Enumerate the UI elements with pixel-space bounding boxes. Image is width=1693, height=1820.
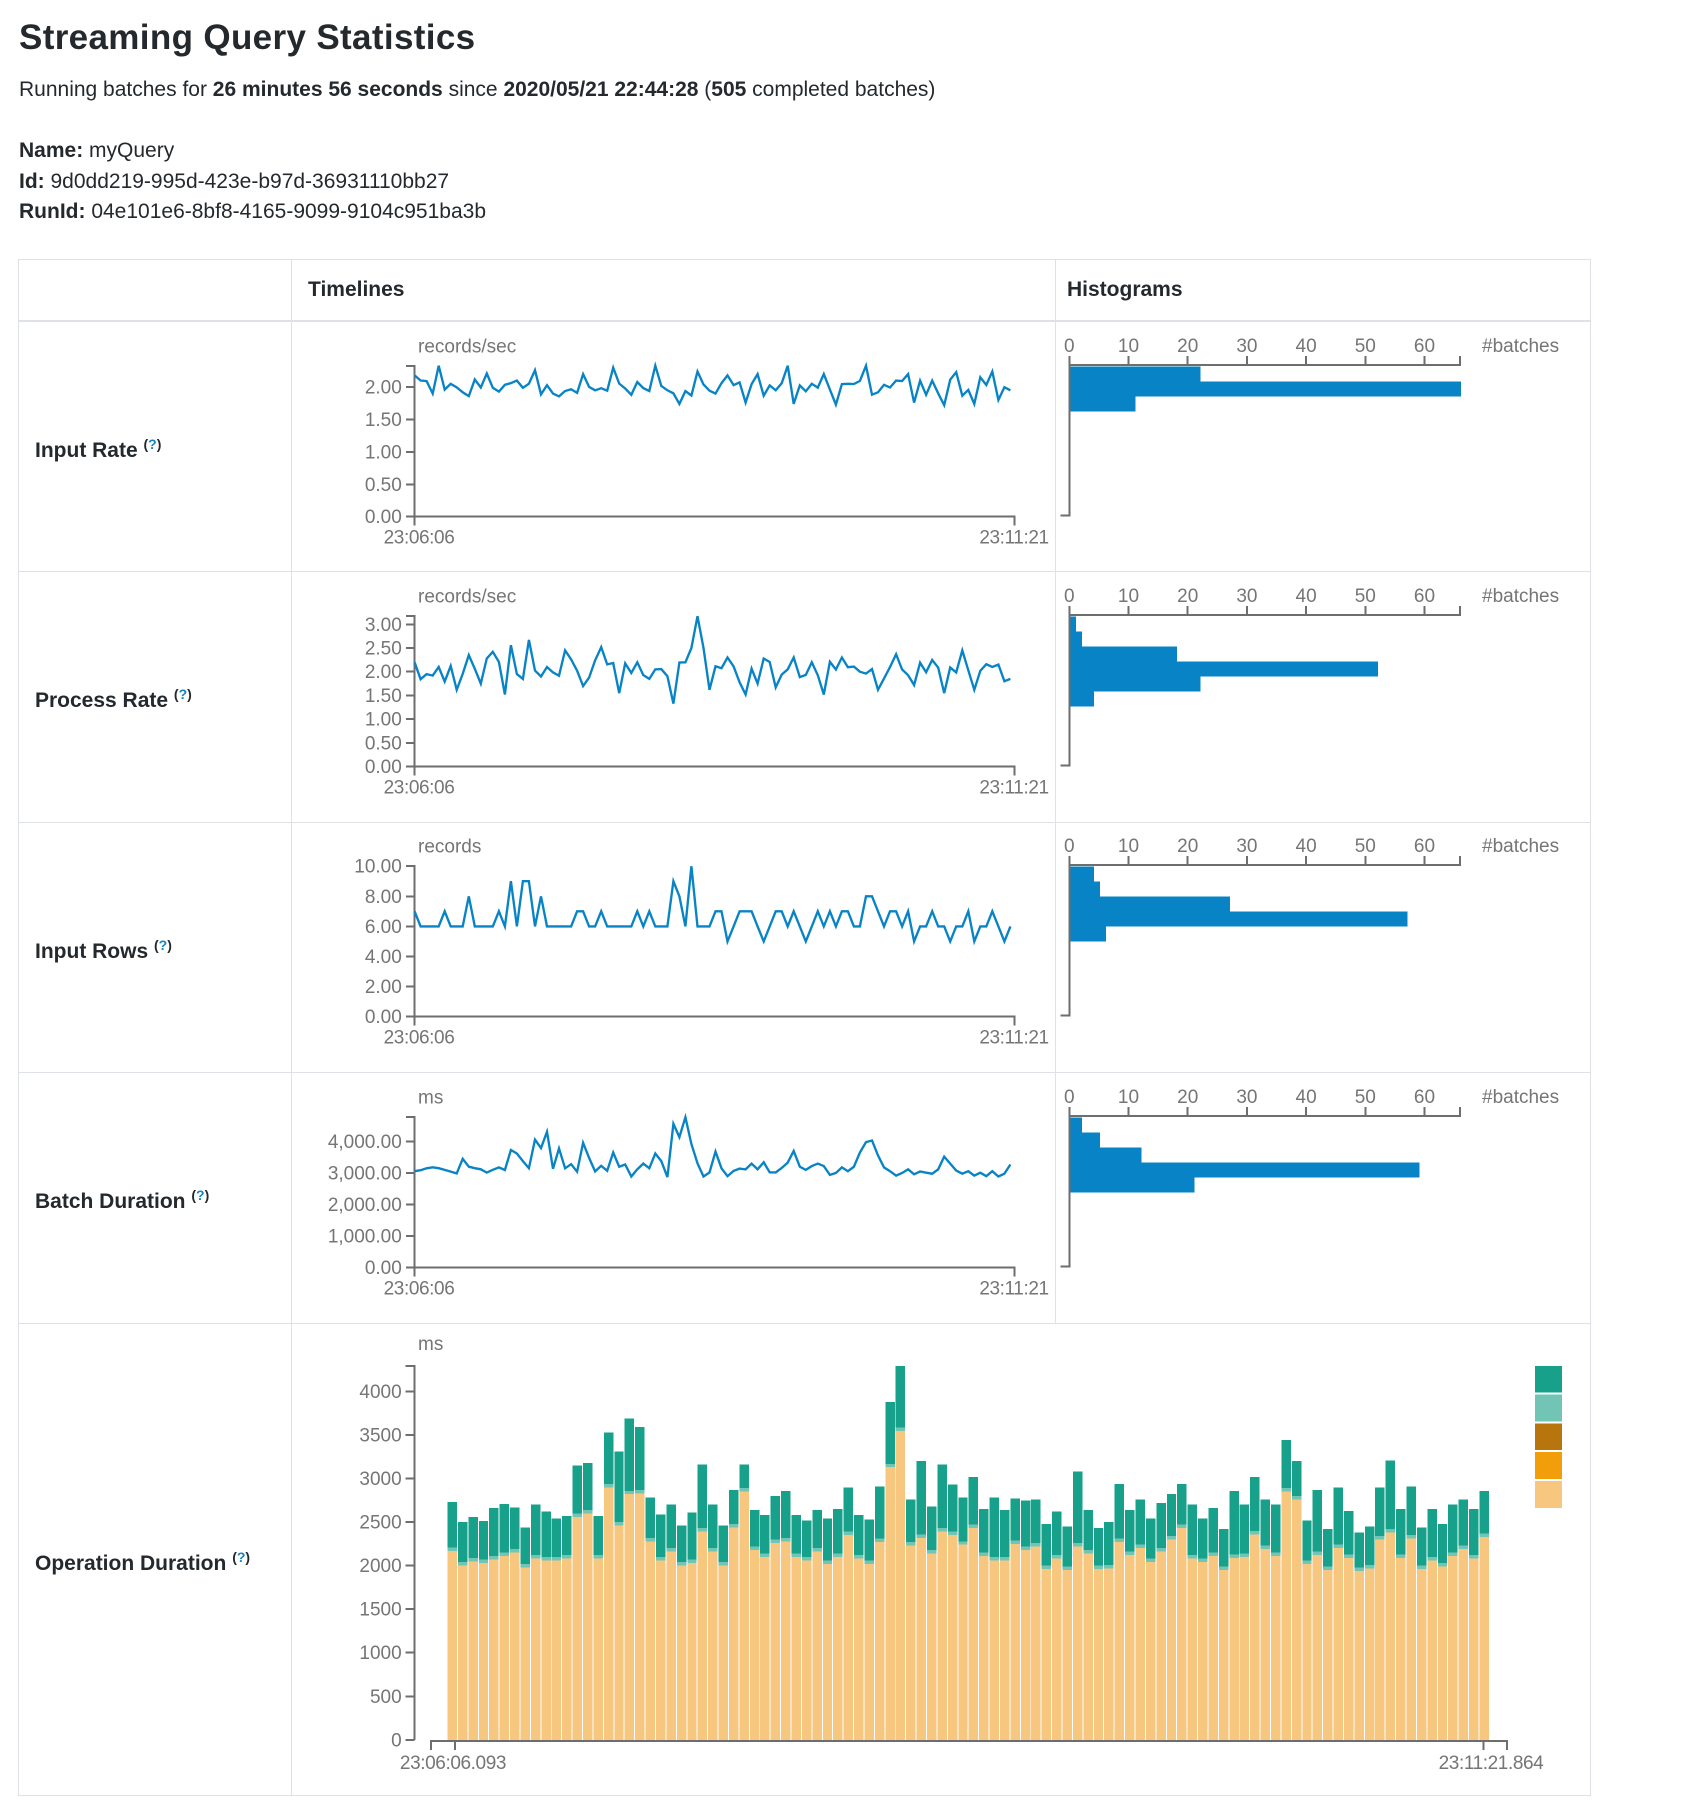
svg-text:6.00: 6.00: [365, 917, 402, 938]
svg-text:30: 30: [1236, 336, 1257, 357]
svg-text:23:11:21: 23:11:21: [979, 1028, 1048, 1049]
svg-text:50: 50: [1355, 586, 1376, 607]
svg-text:3,000.00: 3,000.00: [328, 1163, 402, 1184]
svg-text:4,000.00: 4,000.00: [328, 1132, 402, 1153]
svg-text:0.00: 0.00: [365, 1258, 402, 1279]
svg-text:1000: 1000: [359, 1643, 401, 1664]
svg-text:1.50: 1.50: [365, 410, 402, 431]
svg-text:0: 0: [1064, 836, 1075, 857]
svg-text:1.50: 1.50: [365, 686, 402, 707]
svg-text:50: 50: [1355, 836, 1376, 857]
svg-text:records/sec: records/sec: [418, 336, 516, 357]
svg-text:3000: 3000: [359, 1469, 401, 1490]
svg-text:8.00: 8.00: [365, 887, 402, 908]
svg-text:0: 0: [1064, 586, 1075, 607]
svg-text:40: 40: [1296, 1087, 1317, 1108]
svg-text:2,000.00: 2,000.00: [328, 1195, 402, 1216]
svg-text:40: 40: [1296, 336, 1317, 357]
svg-text:#batches: #batches: [1482, 586, 1559, 607]
svg-text:0.00: 0.00: [365, 507, 402, 528]
svg-text:records: records: [418, 837, 481, 858]
svg-text:0.00: 0.00: [365, 757, 402, 778]
svg-text:60: 60: [1414, 836, 1435, 857]
svg-text:1500: 1500: [359, 1600, 401, 1621]
svg-text:2.00: 2.00: [365, 977, 402, 998]
svg-text:records/sec: records/sec: [418, 586, 516, 607]
svg-text:23:11:21: 23:11:21: [979, 1278, 1048, 1299]
svg-text:0.50: 0.50: [365, 733, 402, 754]
svg-text:40: 40: [1296, 586, 1317, 607]
svg-text:2.00: 2.00: [365, 662, 402, 683]
svg-text:2.50: 2.50: [365, 638, 402, 659]
svg-text:1.00: 1.00: [365, 442, 402, 463]
svg-text:30: 30: [1236, 586, 1257, 607]
svg-text:60: 60: [1414, 336, 1435, 357]
svg-text:0: 0: [1064, 336, 1075, 357]
svg-text:500: 500: [370, 1687, 402, 1708]
svg-text:2000: 2000: [359, 1556, 401, 1577]
svg-text:23:06:06: 23:06:06: [384, 1028, 455, 1049]
svg-text:0.50: 0.50: [365, 474, 402, 495]
svg-text:4.00: 4.00: [365, 947, 402, 968]
svg-text:10: 10: [1118, 336, 1139, 357]
svg-text:0: 0: [1064, 1087, 1075, 1108]
svg-text:3.00: 3.00: [365, 614, 402, 635]
svg-text:#batches: #batches: [1482, 336, 1559, 357]
svg-text:0.00: 0.00: [365, 1007, 402, 1028]
svg-text:10: 10: [1118, 586, 1139, 607]
svg-text:#batches: #batches: [1482, 1087, 1559, 1108]
svg-text:10.00: 10.00: [354, 857, 402, 878]
svg-text:ms: ms: [418, 1087, 443, 1108]
svg-text:2.00: 2.00: [365, 377, 402, 398]
svg-text:23:06:06: 23:06:06: [384, 777, 455, 798]
svg-text:60: 60: [1414, 1087, 1435, 1108]
svg-text:20: 20: [1177, 1087, 1198, 1108]
svg-text:ms: ms: [418, 1334, 443, 1355]
svg-text:23:11:21: 23:11:21: [979, 777, 1048, 798]
svg-text:20: 20: [1177, 336, 1198, 357]
svg-text:1.00: 1.00: [365, 709, 402, 730]
svg-text:30: 30: [1236, 1087, 1257, 1108]
svg-text:10: 10: [1118, 836, 1139, 857]
svg-text:23:06:06: 23:06:06: [384, 1278, 455, 1299]
svg-text:50: 50: [1355, 1087, 1376, 1108]
svg-text:23:06:06: 23:06:06: [384, 527, 455, 548]
svg-text:10: 10: [1118, 1087, 1139, 1108]
svg-text:2500: 2500: [359, 1513, 401, 1534]
svg-text:4000: 4000: [359, 1382, 401, 1403]
svg-text:30: 30: [1236, 836, 1257, 857]
svg-text:3500: 3500: [359, 1426, 401, 1447]
svg-text:60: 60: [1414, 586, 1435, 607]
svg-text:40: 40: [1296, 836, 1317, 857]
svg-text:20: 20: [1177, 836, 1198, 857]
svg-text:23:11:21.864: 23:11:21.864: [1439, 1753, 1545, 1774]
svg-text:20: 20: [1177, 586, 1198, 607]
svg-text:#batches: #batches: [1482, 836, 1559, 857]
svg-text:23:06:06.093: 23:06:06.093: [400, 1753, 506, 1774]
svg-text:1,000.00: 1,000.00: [328, 1226, 402, 1247]
svg-text:0: 0: [391, 1730, 402, 1751]
svg-text:23:11:21: 23:11:21: [979, 527, 1048, 548]
svg-text:50: 50: [1355, 336, 1376, 357]
